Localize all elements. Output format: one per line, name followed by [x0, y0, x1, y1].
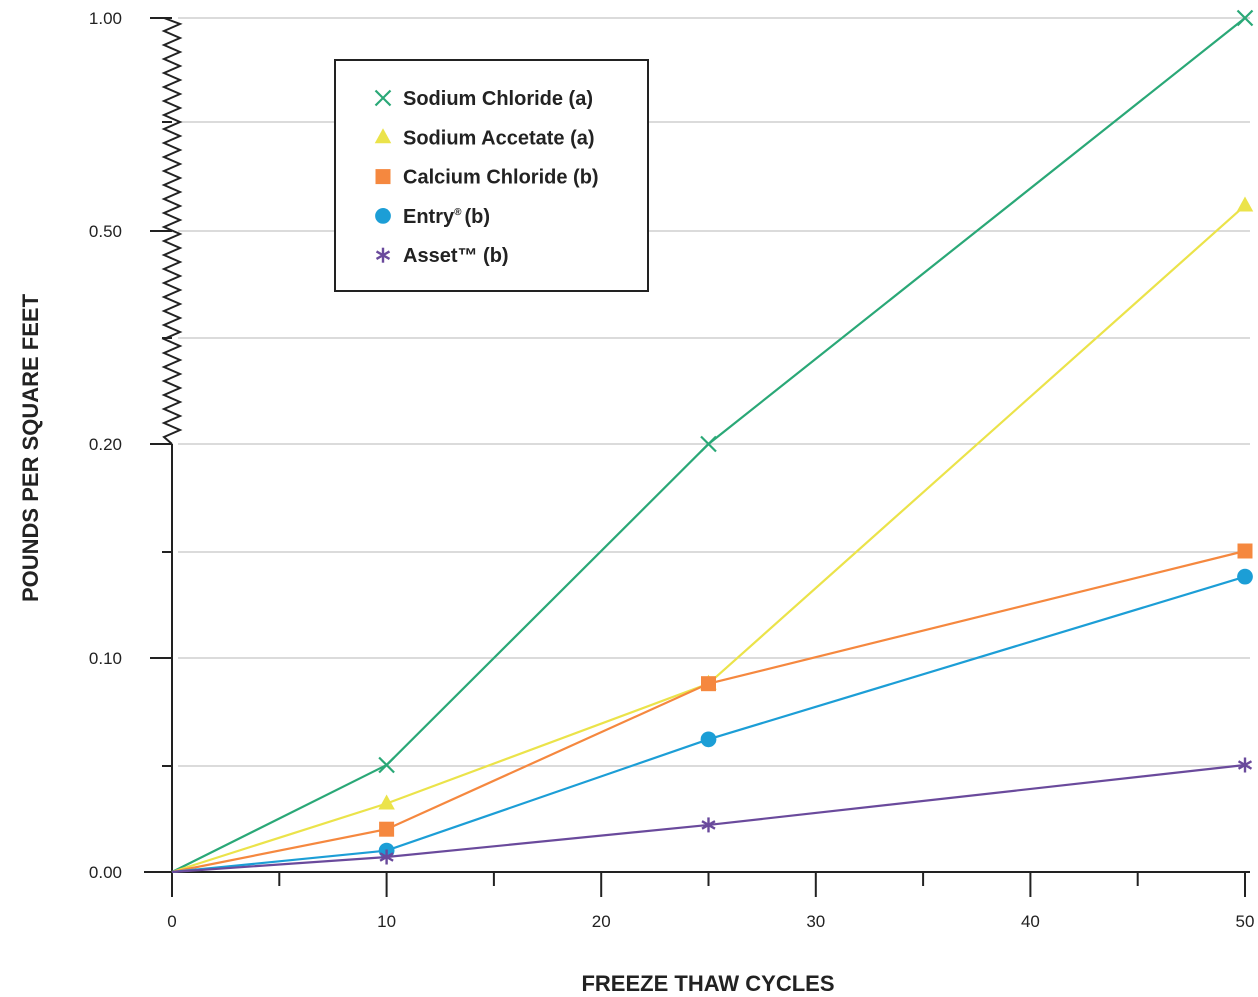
- legend-item: Sodium Chloride (a): [374, 88, 593, 110]
- data-point-square: [379, 821, 395, 837]
- legend-label-text: Sodium Chloride (a): [403, 88, 593, 110]
- data-point-asterisk: [701, 817, 716, 833]
- legend: Sodium Chloride (a) Sodium Accetate (a) Ca…: [334, 59, 649, 292]
- y-axis-title: POUNDS PER SQUARE FEET: [18, 293, 43, 602]
- data-point-circle: [375, 208, 391, 224]
- data-point-x: [1236, 9, 1254, 27]
- data-point-square: [1237, 543, 1253, 559]
- series-line: [171, 204, 1246, 874]
- data-point-triangle: [374, 128, 392, 144]
- data-point-x: [700, 435, 717, 453]
- legend-label: Calcium Chloride (b): [403, 167, 599, 189]
- y-tick-label: 0.50: [89, 222, 122, 241]
- x-ticks: 0 10 20 30 40 50: [167, 872, 1254, 931]
- y-ticks: 0.00 0.10 0.20 0.50 1.00: [89, 9, 172, 882]
- series: [171, 9, 1254, 874]
- legend-item: Sodium Accetate (a): [374, 127, 595, 149]
- series-line: [171, 575, 1246, 874]
- legend-label-registered-mark: ®: [454, 207, 462, 218]
- x-tick-label: 30: [806, 912, 825, 931]
- y-tick-label: 0.00: [89, 863, 122, 882]
- data-point-triangle: [378, 794, 395, 810]
- data-point-circle: [1237, 568, 1253, 585]
- series-square: [171, 543, 1253, 874]
- legend-label: Entry® (b): [403, 206, 490, 228]
- y-tick-label: 0.20: [89, 435, 122, 454]
- series-line: [171, 17, 1246, 873]
- legend-label-text: Asset™ (b): [403, 245, 509, 267]
- data-point-asterisk: [379, 849, 394, 865]
- data-point-circle: [700, 731, 717, 748]
- series-line: [171, 763, 1246, 874]
- legend-label-text: Entry: [403, 206, 455, 228]
- data-point-x: [378, 756, 395, 774]
- legend-label: Asset™ (b): [403, 245, 509, 267]
- legend-item: Entry® (b): [375, 206, 490, 228]
- legend-label-text: Sodium Accetate (a): [403, 127, 595, 149]
- data-point-x: [374, 89, 392, 107]
- series-triangle: [171, 196, 1254, 874]
- legend-label-suffix: (b): [465, 206, 491, 228]
- series-x: [171, 9, 1254, 873]
- data-point-square: [701, 676, 716, 692]
- legend-items: Sodium Chloride (a) Sodium Accetate (a) Ca…: [374, 88, 599, 267]
- x-tick-label: 50: [1236, 912, 1255, 931]
- legend-item: Asset™ (b): [375, 245, 509, 267]
- x-tick-label: 10: [377, 912, 396, 931]
- x-tick-label: 0: [167, 912, 176, 931]
- series-line: [171, 549, 1246, 874]
- data-point-asterisk: [1237, 757, 1253, 773]
- x-tick-label: 40: [1021, 912, 1040, 931]
- legend-label: Sodium Accetate (a): [403, 127, 595, 149]
- legend-label: Sodium Chloride (a): [403, 88, 593, 110]
- legend-item: Calcium Chloride (b): [375, 167, 599, 189]
- y-axis-break-zigzag: [161, 17, 183, 445]
- x-tick-label: 20: [592, 912, 611, 931]
- series-asterisk: [171, 757, 1253, 874]
- legend-label-text: Calcium Chloride (b): [403, 167, 599, 189]
- x-axis-title: FREEZE THAW CYCLES: [581, 971, 834, 996]
- data-point-triangle: [1236, 196, 1254, 212]
- data-point-square: [375, 169, 391, 185]
- y-tick-label: 1.00: [89, 9, 122, 28]
- data-point-asterisk: [375, 247, 391, 263]
- y-tick-label: 0.10: [89, 649, 122, 668]
